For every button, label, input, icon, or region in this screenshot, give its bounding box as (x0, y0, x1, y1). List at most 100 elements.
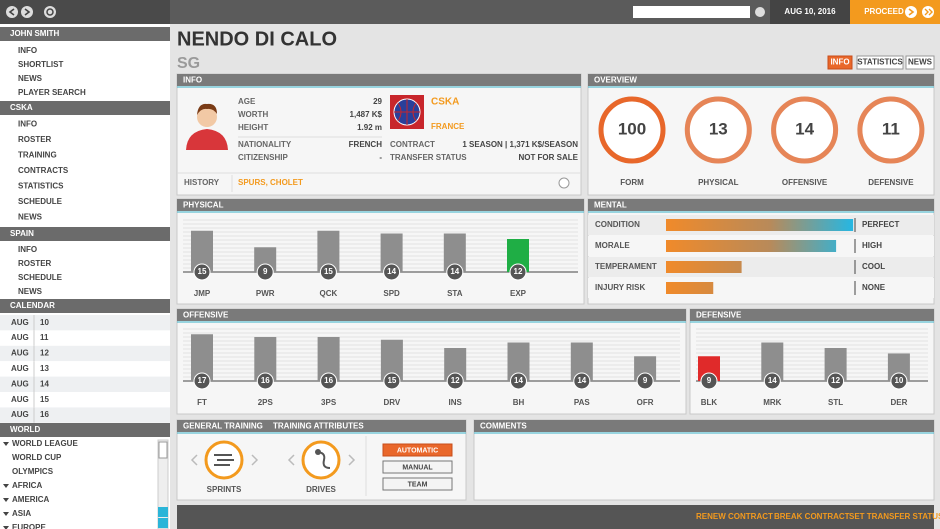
panel-header (588, 199, 934, 211)
calendar-day[interactable]: 14 (40, 379, 49, 388)
mode-button[interactable] (382, 460, 453, 474)
value-badge (383, 372, 401, 390)
chevron[interactable] (287, 454, 356, 466)
expand-triangle (3, 442, 9, 446)
sidebar-item[interactable]: PLAYER SEARCH (18, 88, 86, 97)
player-position: SG (177, 55, 200, 72)
sprint-icon (214, 454, 234, 466)
calendar-month[interactable]: AUG (11, 318, 29, 327)
bar-value: 15 (387, 376, 396, 385)
value-badge (383, 263, 401, 281)
tab-label[interactable]: NEWS (908, 58, 933, 67)
tab-label[interactable]: STATISTICS (857, 58, 903, 67)
sidebar-item[interactable]: TRAINING (18, 150, 57, 159)
tab[interactable] (905, 55, 935, 70)
calendar-month[interactable]: AUG (11, 349, 29, 358)
value-badge (320, 372, 338, 390)
nav-button[interactable] (21, 6, 33, 18)
panel-header (690, 309, 934, 321)
bar (824, 348, 847, 381)
proceed-label[interactable]: PROCEED (864, 7, 904, 16)
calendar-month[interactable]: AUG (11, 379, 29, 388)
sidebar-item[interactable]: STATISTICS (18, 181, 64, 190)
nav-arrow (8, 8, 15, 16)
tab[interactable] (856, 55, 904, 70)
world-item[interactable]: EUROPE (12, 523, 46, 529)
proceed-arrow (924, 8, 933, 16)
world-item[interactable]: AMERICA (12, 495, 50, 504)
bar-label: BH (513, 398, 525, 407)
info-label: TRANSFER STATUS (390, 153, 467, 162)
action-link[interactable]: RENEW CONTRACT (696, 512, 773, 521)
search-box[interactable] (633, 6, 750, 18)
calendar-month[interactable]: AUG (11, 333, 29, 342)
world-item[interactable]: WORLD LEAGUE (12, 439, 78, 448)
value-badge (573, 372, 591, 390)
calendar-day[interactable]: 11 (40, 333, 49, 342)
calendar-day[interactable]: 10 (40, 318, 49, 327)
info-label: WORTH (238, 110, 268, 119)
bar (507, 239, 529, 272)
mode-label[interactable]: MANUAL (402, 464, 433, 471)
calendar-month[interactable]: AUG (11, 395, 29, 404)
gauge-value: 100 (618, 119, 646, 138)
panel-header (177, 420, 466, 432)
scrollbar[interactable] (157, 439, 169, 529)
nav-button[interactable] (6, 6, 18, 18)
bar-value: 14 (577, 376, 586, 385)
sidebar-item[interactable]: SHORTLIST (18, 60, 63, 69)
history-button[interactable] (558, 177, 570, 189)
calendar-day[interactable]: 16 (40, 410, 49, 419)
proceed-icon[interactable] (905, 6, 917, 18)
value-badge (636, 372, 654, 390)
sidebar-item[interactable]: NEWS (18, 287, 43, 296)
mode-label[interactable]: AUTOMATIC (397, 447, 438, 454)
scroll-thumb (158, 441, 168, 459)
sidebar-item[interactable]: SCHEDULE (18, 197, 63, 206)
tab[interactable] (827, 55, 853, 70)
bar-value: 12 (451, 376, 460, 385)
sidebar-header-title: CALENDAR (10, 301, 55, 310)
bar-value: 12 (831, 376, 840, 385)
world-item[interactable]: ASIA (12, 509, 31, 518)
sidebar-item[interactable]: ROSTER (18, 135, 52, 144)
action-link[interactable]: BREAK CONTRACT (774, 512, 850, 521)
bar-label: STL (828, 398, 843, 407)
training-ring[interactable] (301, 440, 341, 480)
world-item[interactable]: OLYMPICS (12, 467, 54, 476)
calendar-day[interactable]: 15 (40, 395, 49, 404)
bar-label: DER (890, 398, 907, 407)
sidebar-item[interactable]: INFO (18, 119, 37, 128)
panel-title: INFO (183, 76, 202, 85)
bar-label: OFR (637, 398, 654, 407)
bar (570, 342, 593, 381)
calendar-day[interactable]: 12 (40, 349, 49, 358)
history-label: HISTORY (184, 178, 220, 187)
panel-header (177, 74, 581, 86)
sidebar-item[interactable]: INFO (18, 46, 37, 55)
tab-label[interactable]: INFO (830, 58, 849, 67)
value-badge (256, 263, 274, 281)
sidebar-header (0, 299, 170, 313)
world-item[interactable]: WORLD CUP (12, 453, 62, 462)
mode-label[interactable]: TEAM (408, 481, 428, 488)
sidebar-item[interactable]: CONTRACTS (18, 166, 69, 175)
value-badge (256, 372, 274, 390)
bar-label: 2PS (258, 398, 274, 407)
mode-button[interactable] (382, 477, 453, 491)
chevron[interactable] (190, 454, 259, 466)
world-item[interactable]: AFRICA (12, 481, 42, 490)
mode-button[interactable] (382, 443, 453, 457)
calendar-month[interactable]: AUG (11, 410, 29, 419)
sidebar-item[interactable]: NEWS (18, 212, 43, 221)
calendar-day[interactable]: 13 (40, 364, 49, 373)
action-link[interactable]: SET TRANSFER STATUS (849, 512, 940, 521)
calendar-month[interactable]: AUG (11, 364, 29, 373)
search-button[interactable] (755, 7, 765, 17)
sidebar-item[interactable]: SCHEDULE (18, 273, 63, 282)
sidebar-item[interactable]: ROSTER (18, 259, 52, 268)
settings-button[interactable] (44, 6, 56, 18)
bar (761, 342, 784, 381)
sidebar-item[interactable]: INFO (18, 245, 37, 254)
sidebar-item[interactable]: NEWS (18, 74, 43, 83)
